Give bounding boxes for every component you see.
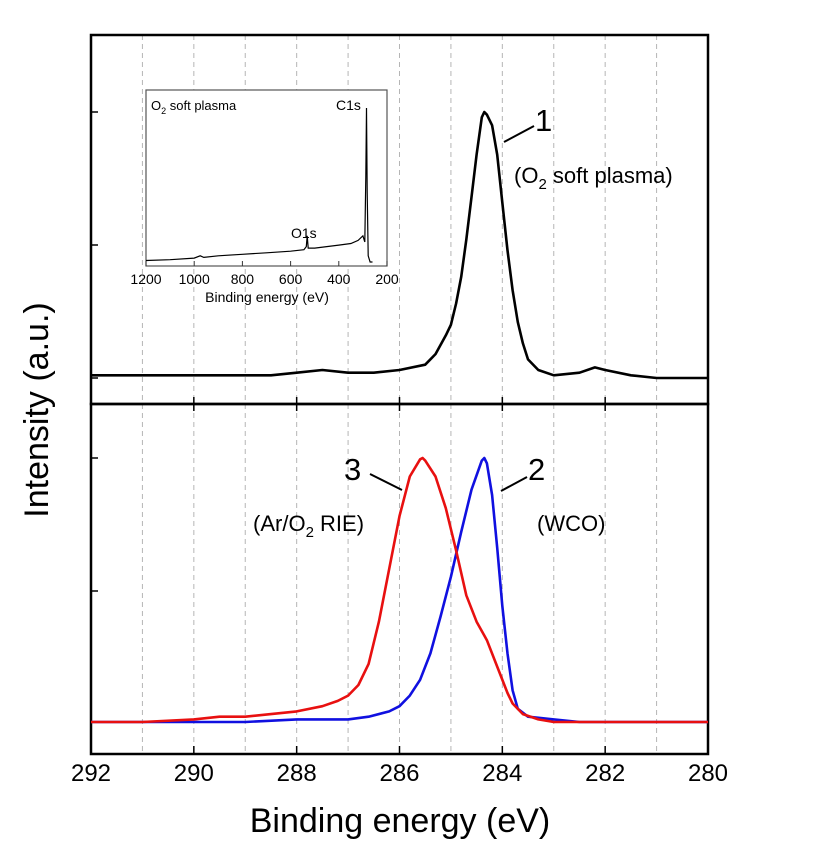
series-o2-soft-plasma [91,110,708,380]
inset-peak-c1s: C1s [336,97,361,113]
x-tick-label: 292 [71,760,111,787]
label-text-1: (O2 soft plasma) [514,163,673,193]
inset-survey-spectrum: O2 soft plasma 1200 1000 800 600 400 200 C1s … [130,89,399,305]
y-axis-label: Intensity (a.u.) [18,302,56,517]
x-ticks: 292 290 288 286 284 282 280 [71,397,728,787]
inset-survey-line [145,107,373,263]
inset-x-axis-label: Binding energy (eV) [205,289,329,305]
annotation-1: 1 (O2 soft plasma) [503,103,673,193]
label-number-3: 3 [344,452,361,487]
inset-title: O2 soft plasma [151,98,237,116]
inset-peak-o1s: O1s [291,225,317,241]
inset-x-tick-label: 1200 [130,271,161,287]
label-number-2: 2 [528,452,545,487]
label-text-3: (Ar/O2 RIE) [253,511,364,541]
label-number-1: 1 [535,103,552,138]
label-text-2: (WCO) [537,511,605,536]
series-ar-o2-rie [91,456,708,724]
x-tick-label: 282 [585,760,625,787]
x-tick-label: 280 [688,760,728,787]
x-tick-label: 290 [174,760,214,787]
x-tick-label: 286 [379,760,419,787]
inset-x-ticks: 1200 1000 800 600 400 200 [130,261,399,287]
inset-x-tick-label: 1000 [179,271,210,287]
inset-x-tick-label: 600 [279,271,303,287]
curves [91,110,708,724]
x-tick-label: 284 [482,760,522,787]
inset-x-tick-label: 800 [231,271,255,287]
x-tick-label: 288 [277,760,317,787]
x-axis-label: Binding energy (eV) [250,802,551,840]
annotation-3: 3 (Ar/O2 RIE) [253,452,403,541]
inset-x-tick-label: 200 [375,271,399,287]
inset-curve [145,107,373,263]
annotation-2: 2 (WCO) [500,452,605,536]
inset-x-tick-label: 400 [327,271,351,287]
inset-frame [145,89,388,267]
